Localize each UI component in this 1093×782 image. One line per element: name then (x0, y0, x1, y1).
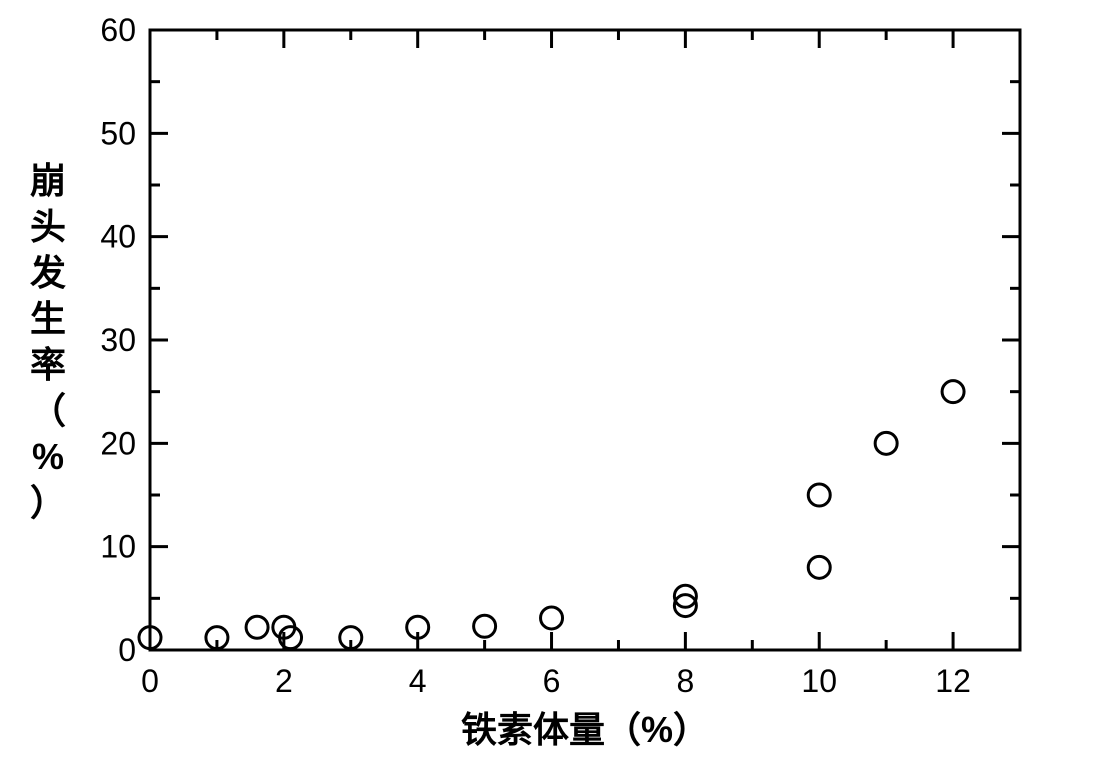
y-tick-label: 0 (118, 632, 136, 668)
data-point (474, 615, 496, 637)
data-point (808, 484, 830, 506)
x-tick-label: 2 (275, 663, 293, 699)
y-tick-label: 30 (100, 322, 136, 358)
data-point (541, 607, 563, 629)
x-tick-label: 6 (543, 663, 561, 699)
data-point (808, 556, 830, 578)
x-tick-label: 0 (141, 663, 159, 699)
x-tick-label: 8 (676, 663, 694, 699)
data-point (875, 432, 897, 454)
plot-frame (150, 30, 1020, 650)
scatter-chart: 0 2 4 6 8 10 12 0 10 20 30 40 50 60 铁素体量（%） 崩头发生率（%） (0, 0, 1093, 782)
y-tick-label: 10 (100, 529, 136, 565)
y-axis-title: 崩头发生率（%） (30, 160, 66, 523)
y-tick-label: 40 (100, 219, 136, 255)
data-point (942, 381, 964, 403)
x-tick-label: 4 (409, 663, 427, 699)
x-tick-label: 10 (801, 663, 837, 699)
y-tick-label: 20 (100, 425, 136, 461)
chart-svg: 0 2 4 6 8 10 12 0 10 20 30 40 50 60 铁素体量（%） 崩头发生率（%） (0, 0, 1093, 782)
data-point (246, 616, 268, 638)
x-tick-label: 12 (935, 663, 971, 699)
x-axis-title: 铁素体量（%） (461, 709, 709, 750)
y-tick-label: 60 (100, 12, 136, 48)
y-tick-label: 50 (100, 115, 136, 151)
